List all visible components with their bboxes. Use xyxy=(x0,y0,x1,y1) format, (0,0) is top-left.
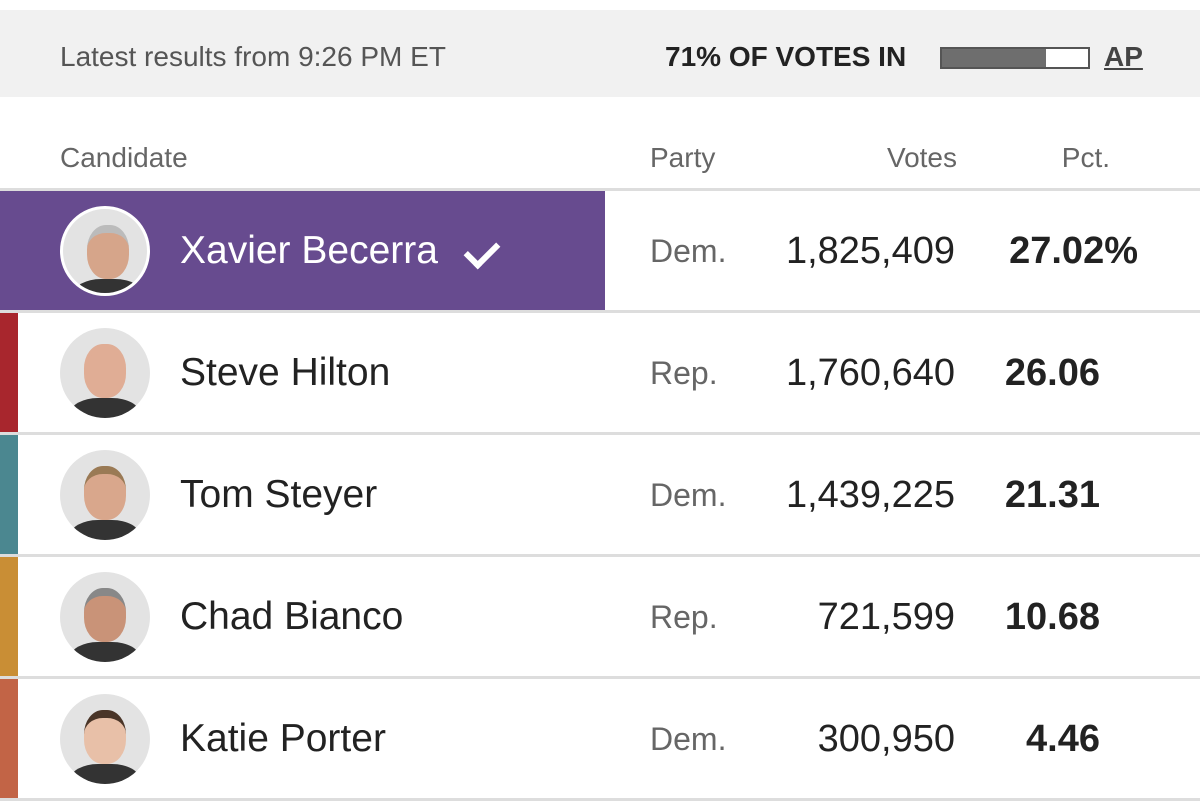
vote-count: 1,760,640 xyxy=(785,352,955,394)
candidate-photo xyxy=(60,206,150,296)
photo-shirt xyxy=(70,764,140,784)
vote-count: 1,439,225 xyxy=(785,474,955,516)
candidate-name: Xavier Becerra xyxy=(180,229,438,272)
vote-percent: 10.68 xyxy=(1004,596,1100,638)
candidate-photo xyxy=(60,694,150,784)
column-header: Votes xyxy=(886,142,957,173)
candidate-row: Chad Bianco Rep. 721,599 10.68 xyxy=(0,557,1200,679)
source-link[interactable]: AP xyxy=(1104,41,1143,72)
photo-face xyxy=(84,344,126,398)
reporting-label: 71% OF VOTES IN xyxy=(665,41,907,72)
candidate-photo xyxy=(60,572,150,662)
photo-shirt xyxy=(70,398,140,418)
photo-face xyxy=(84,710,126,764)
party-label: Rep. xyxy=(650,355,718,391)
vote-count: 300,950 xyxy=(817,718,955,760)
candidate-name: Katie Porter xyxy=(180,717,386,760)
updated-time: Latest results from 9:26 PM ET xyxy=(60,41,446,72)
candidate-row: Xavier Becerra Dem. 1,825,409 27.02% xyxy=(0,191,1200,313)
photo-shirt xyxy=(70,642,140,662)
vote-percent: 21.31 xyxy=(1004,474,1100,516)
party-stripe xyxy=(0,435,18,554)
photo-face xyxy=(84,588,126,642)
photo-shirt xyxy=(73,279,143,293)
party-stripe xyxy=(0,679,18,798)
candidate-photo xyxy=(60,328,150,418)
party-stripe xyxy=(0,557,18,676)
vote-percent: 4.46 xyxy=(1026,718,1100,760)
candidate-row: Steve Hilton Rep. 1,760,640 26.06 xyxy=(0,313,1200,435)
party-label: Dem. xyxy=(650,233,727,269)
photo-shirt xyxy=(70,520,140,540)
party-stripe xyxy=(0,313,18,432)
candidate-photo xyxy=(60,450,150,540)
vote-count: 1,825,409 xyxy=(785,230,955,272)
candidate-name: Tom Steyer xyxy=(180,473,378,516)
header-rule xyxy=(0,188,1200,191)
photo-face xyxy=(87,225,129,279)
party-label: Dem. xyxy=(650,477,727,513)
candidate-row: Tom Steyer Dem. 1,439,225 21.31 xyxy=(0,435,1200,557)
photo-face xyxy=(84,466,126,520)
vote-count: 721,599 xyxy=(817,596,955,638)
candidate-row: Katie Porter Dem. 300,950 4.46 xyxy=(0,679,1200,801)
column-header: Party xyxy=(650,142,716,173)
reporting-fill xyxy=(942,49,1046,67)
vote-percent: 27.02% xyxy=(1009,230,1138,272)
reporting-bar xyxy=(940,47,1090,69)
column-header: Pct. xyxy=(1061,142,1110,173)
party-label: Rep. xyxy=(650,599,718,635)
column-header: Candidate xyxy=(60,142,188,173)
party-label: Dem. xyxy=(650,721,727,757)
candidate-name: Chad Bianco xyxy=(180,595,404,638)
candidate-name: Steve Hilton xyxy=(180,351,391,394)
vote-percent: 26.06 xyxy=(1004,352,1100,394)
